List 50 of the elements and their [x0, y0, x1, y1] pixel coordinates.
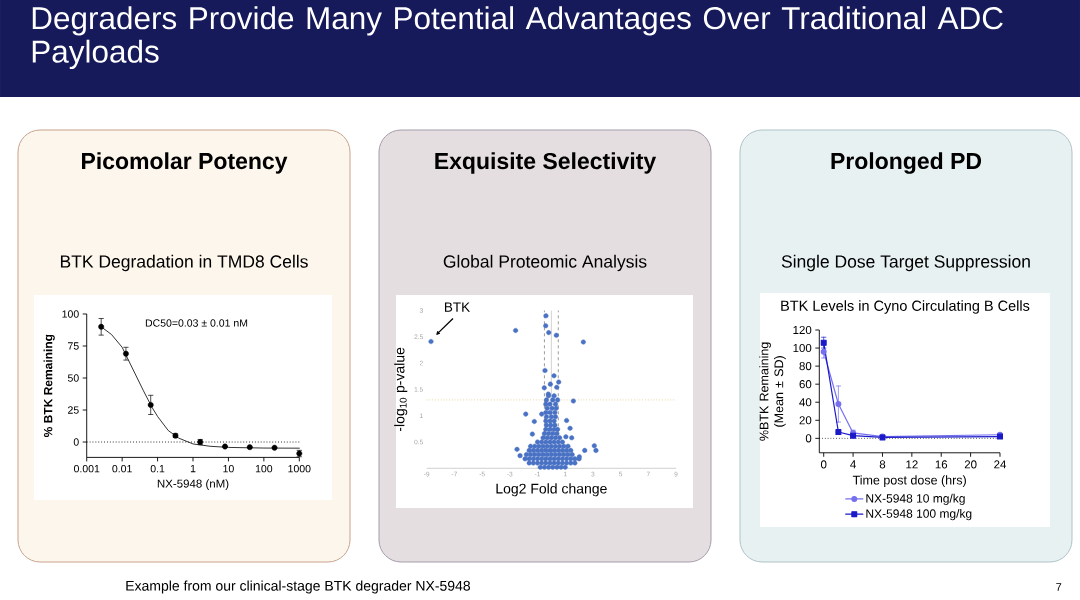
- y-tick-label: 60: [799, 380, 812, 389]
- chart-subtitle: Single Dose Target Suppression: [781, 254, 1030, 272]
- legend-label: NX-5948 100 mg/kg: [866, 509, 972, 521]
- x-tick-label: 4: [850, 460, 856, 469]
- point: [835, 401, 842, 408]
- chart-title: Exquisite Selectivity: [435, 152, 657, 174]
- x-tick-label: 0.001: [73, 464, 100, 473]
- x-tick-label: 16: [935, 460, 948, 469]
- x-tick-label: 1000: [288, 464, 311, 473]
- annotation: DC50=0.03 ± 0.01 nM: [145, 319, 248, 327]
- y-tick-label: 100: [62, 310, 79, 318]
- annotation: BTK: [444, 302, 470, 312]
- point: [123, 350, 129, 357]
- x-tick-label: 12: [906, 460, 918, 469]
- y-tick-label: 25: [68, 406, 79, 414]
- x-axis-title: NX-5948 (nM): [157, 479, 229, 490]
- x-tick-label: 20: [964, 460, 977, 469]
- y-tick-label: 50: [67, 374, 79, 382]
- x-tick-label: 100: [255, 464, 273, 473]
- x-axis-title: Log2 Fold change: [496, 483, 607, 497]
- text: BTK Levels in Cyno Circulating B Cells: [781, 300, 1030, 314]
- x-axis-title: Time post dose (hrs): [852, 475, 966, 487]
- x-tick-label: 0: [820, 460, 827, 469]
- x-tick-label: 0.01: [112, 464, 132, 473]
- y-tick-label: 120: [793, 325, 812, 335]
- x-tick-label: 8: [879, 460, 886, 469]
- point: [147, 402, 154, 408]
- x-tick-label: 0.1: [150, 464, 165, 473]
- y-tick-label: 20: [799, 416, 812, 425]
- text: Degraders Provide Many Potential Advantages Over Traditional ADC Payloads: [32, 6, 1003, 70]
- y-tick-label: 75: [68, 342, 79, 350]
- legend-label: NX-5948 10 mg/kg: [866, 493, 965, 506]
- x-tick-label: 10: [223, 464, 234, 473]
- y-axis-title: %BTK Remaining (Mean ± SD): [759, 342, 786, 441]
- chart-subtitle: Global Proteomic Analysis: [443, 254, 647, 272]
- point: [98, 323, 105, 330]
- y-tick-label: 100: [793, 343, 812, 353]
- y-tick-label: 40: [799, 398, 812, 407]
- x-tick-label: 1: [190, 464, 196, 473]
- y-tick-label: 0: [73, 438, 79, 446]
- chart-subtitle: BTK Degradation in TMD8 Cells: [60, 254, 308, 272]
- x-tick-label: 24: [994, 460, 1007, 469]
- text: 7: [1056, 583, 1062, 591]
- y-axis-title: % BTK Remaining: [43, 334, 55, 438]
- y-tick-label: 0: [805, 434, 812, 443]
- text: Example from our clinical-stage BTK degrader NX-5948: [126, 580, 471, 594]
- chart-title: Picomolar Potency: [82, 152, 288, 174]
- chart-title: Prolonged PD: [831, 152, 982, 174]
- y-tick-label: 80: [799, 362, 812, 371]
- y-axis-title: -log$_{10}$ p-value: [394, 347, 408, 432]
